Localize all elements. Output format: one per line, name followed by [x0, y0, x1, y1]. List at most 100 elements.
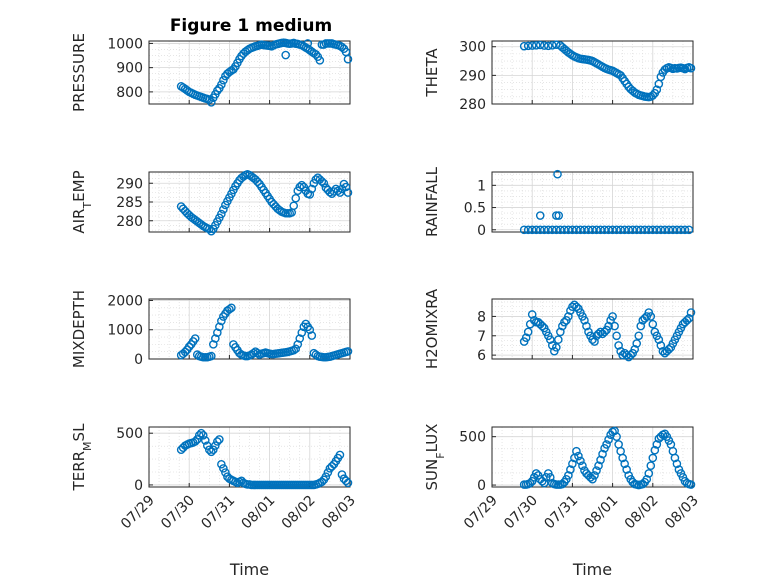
data-point	[281, 50, 290, 60]
data-point	[600, 327, 609, 337]
y-tick-label: 500	[116, 426, 143, 442]
data-point	[317, 177, 327, 186]
data-point	[656, 225, 666, 235]
data-point	[343, 478, 353, 488]
data-point	[644, 225, 654, 235]
data-point	[543, 41, 553, 51]
y-tick-label: 800	[116, 85, 143, 101]
data-point	[215, 435, 224, 444]
data-point	[343, 347, 353, 356]
data-point	[644, 469, 654, 478]
data-point	[307, 331, 317, 340]
y-tick-label: 300	[459, 40, 486, 56]
data-point	[628, 225, 638, 235]
data-point	[594, 461, 603, 471]
data-point	[600, 225, 609, 235]
data-point	[519, 41, 529, 51]
data-point	[646, 312, 656, 321]
data-point	[568, 459, 577, 469]
y-tick-label: 0.5	[464, 201, 486, 217]
data-point	[610, 426, 619, 436]
data-point	[670, 453, 680, 463]
data-point	[652, 85, 662, 94]
data-point	[291, 193, 301, 203]
data-point	[215, 322, 224, 332]
data-point	[297, 328, 307, 337]
y-axis-label: MIXDEPTH	[70, 290, 88, 368]
data-point	[219, 75, 228, 85]
data-point	[527, 225, 537, 235]
data-point	[554, 211, 564, 220]
data-point	[519, 225, 529, 235]
data-point	[572, 302, 581, 312]
data-point	[207, 447, 216, 457]
y-tick-label: 1000	[107, 36, 143, 52]
data-point	[616, 225, 625, 235]
data-point	[548, 341, 557, 350]
data-point	[656, 72, 666, 82]
data-point	[545, 473, 555, 482]
y-tick-label: 2000	[107, 293, 143, 309]
data-point	[200, 436, 210, 445]
data-point	[295, 182, 305, 192]
y-tick-label: 0	[134, 352, 143, 368]
data-point	[646, 461, 656, 471]
y-axis-label: RAINFALL	[423, 166, 441, 237]
y-tick-label: 1	[477, 178, 486, 194]
data-point	[612, 331, 621, 341]
data-point	[227, 303, 236, 313]
axes-box	[491, 40, 694, 105]
data-point	[656, 341, 666, 350]
data-point	[592, 225, 601, 235]
data-point	[676, 225, 686, 235]
data-point	[211, 441, 220, 450]
data-point	[548, 225, 557, 235]
data-point	[632, 339, 642, 348]
data-point	[535, 40, 545, 50]
data-point	[253, 177, 262, 187]
data-point	[192, 435, 202, 444]
y-tick-label: 7	[477, 329, 486, 345]
data-point	[321, 472, 331, 481]
data-point	[297, 180, 307, 190]
data-point	[624, 225, 633, 235]
data-point	[636, 225, 646, 235]
data-point	[618, 453, 627, 463]
data-point	[686, 63, 696, 73]
data-point	[184, 342, 194, 352]
data-point	[596, 225, 605, 235]
y-tick-label: 900	[116, 61, 143, 77]
data-point	[612, 432, 621, 441]
subplot-left-2: 280 285 290 AIRTEMP	[70, 169, 353, 236]
data-point	[620, 459, 629, 469]
figure-title: Figure 1 medium	[170, 16, 332, 36]
y-tick-label: 290	[116, 176, 143, 192]
data-point	[333, 186, 343, 196]
data-point	[608, 225, 617, 235]
data-point	[642, 474, 652, 484]
data-point	[343, 188, 353, 197]
y-tick-label: 0	[134, 478, 143, 494]
data-point	[529, 315, 539, 325]
data-point	[552, 225, 561, 235]
data-point	[650, 445, 660, 455]
data-point	[523, 225, 533, 235]
data-point	[525, 478, 535, 488]
data-point	[190, 437, 200, 446]
data-point	[202, 441, 212, 450]
x-axis-label: Time	[229, 560, 269, 579]
data-point	[305, 190, 315, 199]
y-tick-label: 8	[477, 309, 486, 325]
y-axis-label: AIRTEMP	[70, 170, 94, 233]
data-point	[636, 321, 646, 331]
data-point	[668, 225, 678, 235]
data-point	[652, 440, 662, 449]
data-point	[305, 325, 315, 335]
data-point	[560, 225, 569, 235]
data-point	[523, 41, 533, 51]
data-point	[207, 98, 216, 107]
data-point	[211, 334, 220, 343]
data-point	[556, 327, 565, 337]
data-point	[315, 56, 325, 65]
